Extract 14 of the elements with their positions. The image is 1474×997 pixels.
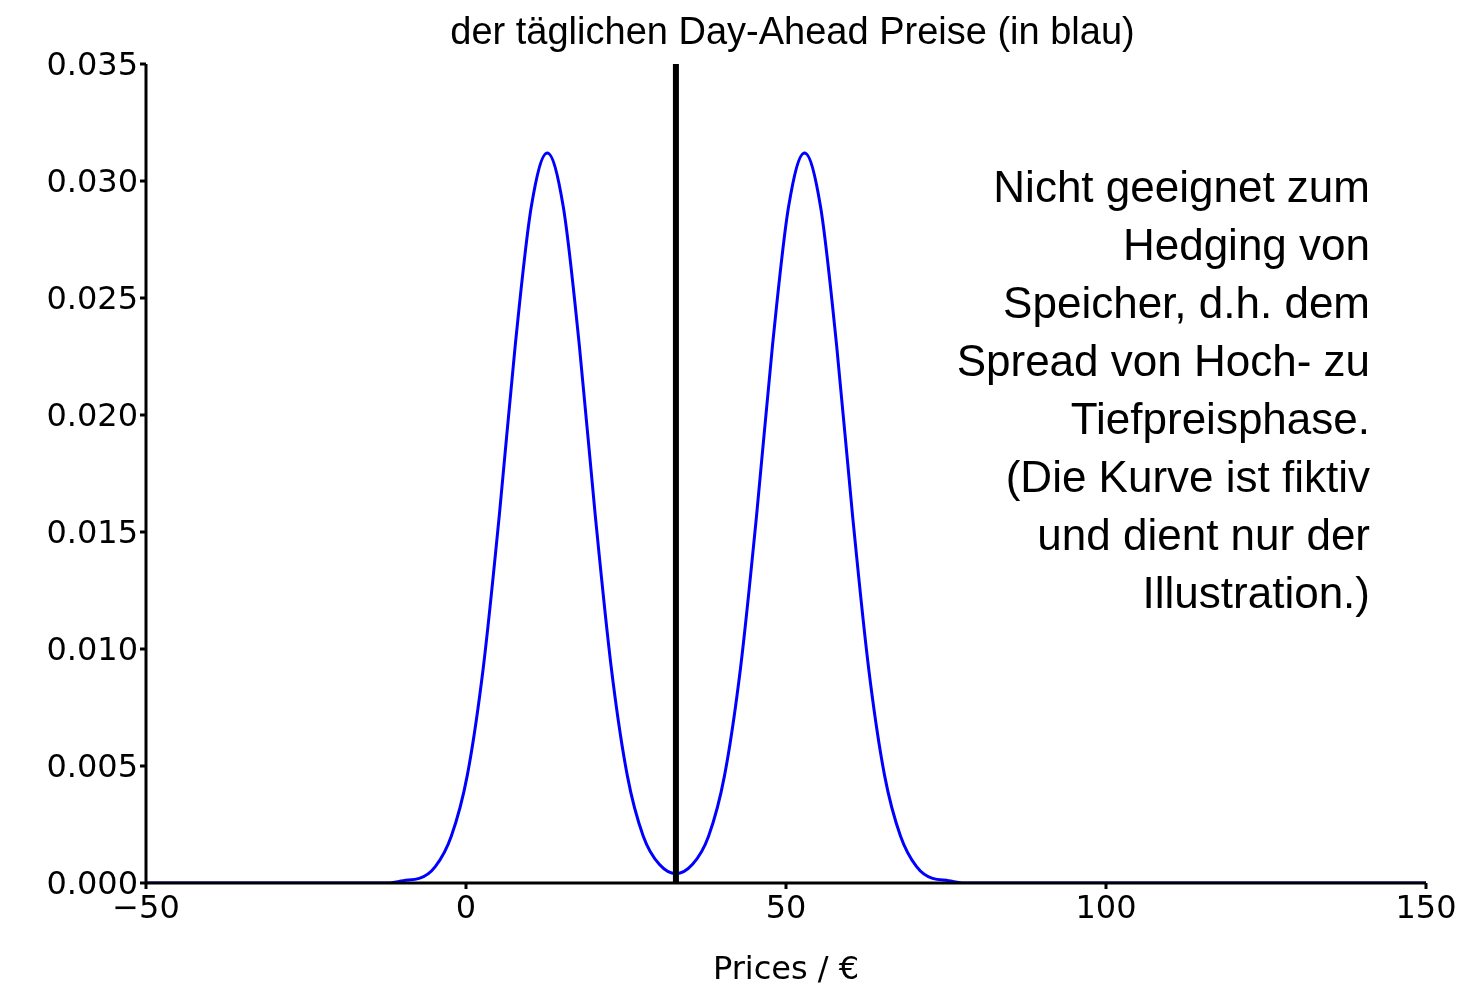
annotation: Nicht geeignet zum Hedging von Speicher, d.h. dem Spread von Hoch- zu Tiefpreisphase. (Die Kurve ist fiktiv und dient nur der Illustration.) [956, 161, 1370, 619]
x-axis-title: Prices / € [712, 949, 860, 987]
x-tick-label: 150 [1395, 887, 1457, 926]
x-tick-label: 100 [1075, 887, 1137, 926]
y-tick-label: 0.035 [46, 45, 138, 84]
y-tick-label: 0.020 [46, 396, 138, 435]
y-tick-label: 0.025 [46, 279, 138, 318]
y-tick-label: 0.030 [46, 162, 138, 201]
x-tick-label: 50 [765, 887, 807, 926]
y-tick-label: 0.005 [46, 747, 138, 786]
y-tick-label: 0.015 [46, 513, 138, 552]
x-tick-label: 0 [455, 887, 477, 926]
y-tick-label: 0.010 [46, 630, 138, 669]
chart-title: der täglichen Day-Ahead Preise (in blau) [449, 10, 1136, 53]
